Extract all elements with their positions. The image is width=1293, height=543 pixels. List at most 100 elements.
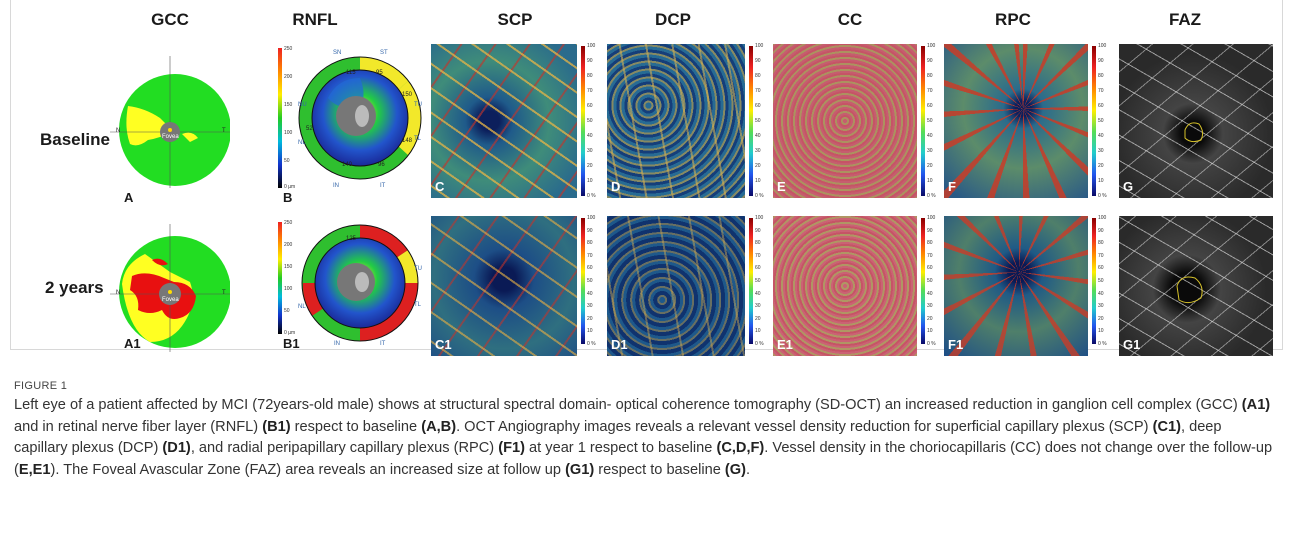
rnfl-scale-bar-baseline (278, 48, 282, 188)
octa-scale-tick: 40 (755, 290, 761, 297)
octa-scale-tick: 30 (755, 148, 761, 154)
octa-scale-tick: 70 (927, 252, 933, 259)
octa-scale-tick: 90 (1098, 227, 1104, 234)
octa-scale-tick: 10 (1098, 328, 1104, 335)
octa-scale-tick: 80 (927, 240, 933, 247)
rnfl-scale-ticks-2-years: 250 200 150 100 50 0 µm (284, 220, 300, 336)
octa-scale-tick: 90 (587, 58, 593, 64)
figure-label: FIGURE 1 (14, 380, 68, 392)
octa-scale-tick: 30 (587, 148, 593, 154)
rnfl-value: 125 (346, 236, 357, 242)
octa-scale-tick: 40 (755, 133, 761, 139)
octa-scale-tick: 80 (755, 240, 761, 247)
rnfl-value: 140 (342, 162, 353, 168)
caption-segment: and in retinal nerve fiber layer (RNFL) (14, 418, 263, 435)
column-title-cc: CC (837, 10, 863, 29)
octa-scale-tick: 90 (755, 227, 761, 234)
rnfl-tick: 150 (284, 102, 293, 108)
rnfl-tick: 100 (284, 130, 293, 136)
octa-scale-tick: 100 (755, 43, 764, 49)
panel-letter-c: C (435, 179, 445, 194)
cc-scale-bar (921, 46, 925, 196)
caption-segment: . OCT Angiography images reveals a relev… (456, 418, 1153, 435)
octa-scale-tick: 30 (587, 303, 593, 310)
panel-letter-d: D (611, 179, 621, 194)
octa-scale-tick: 80 (587, 73, 593, 79)
octa-scale-tick: 60 (755, 103, 761, 109)
octa-scale-tick: 10 (927, 328, 933, 335)
rnfl-value: 148 (402, 138, 413, 144)
rpc-scale-bar (1092, 46, 1096, 196)
rnfl-scale-bar-2-years (278, 222, 282, 334)
octa-scale-tick: 50 (587, 118, 593, 124)
octa-scale-tick: 10 (1098, 178, 1104, 184)
scp-scale-bar (581, 46, 585, 196)
cc-octa-baseline: E (773, 44, 917, 198)
caption-segment: at year 1 respect to baseline (525, 440, 717, 456)
rnfl-tick: 0 µm (284, 330, 296, 336)
column-title-rnfl: RNFL (292, 10, 338, 29)
octa-scale-tick: 10 (587, 328, 593, 335)
rnfl-sector-in: IN (333, 183, 339, 188)
octa-scale-tick: 80 (927, 73, 933, 79)
octa-scale-tick: 40 (1098, 133, 1104, 139)
rnfl-tick: 50 (284, 308, 290, 314)
gcc-map-2-years: N T Fovea (110, 224, 230, 352)
panel-letter-e1: E1 (777, 337, 793, 352)
gcc-n-label-b: N (116, 290, 120, 296)
octa-scale-tick: 100 (587, 215, 596, 221)
octa-scale-tick: 70 (1098, 252, 1104, 259)
rnfl-sector-tl: TL (414, 302, 422, 308)
gcc-t-label: T (222, 128, 226, 134)
octa-scale-tick: 50 (755, 118, 761, 124)
dcp-scale-bar-b (749, 218, 753, 344)
rpc-scale-bar-b (1092, 218, 1096, 344)
caption-segment: (B1) (262, 418, 291, 435)
rnfl-tick: 150 (284, 264, 293, 270)
octa-scale-tick: 10 (755, 328, 761, 335)
octa-scale-tick: 100 (587, 43, 596, 49)
gcc-t-label-b: T (222, 290, 226, 296)
octa-scale-tick: 90 (755, 58, 761, 64)
row-label-baseline: Baseline (40, 130, 110, 149)
panel-letter-f1: F1 (948, 337, 964, 352)
octa-scale-tick: 40 (927, 133, 933, 139)
octa-scale-tick: 20 (587, 315, 593, 322)
rnfl-sector-it: IT (380, 183, 386, 188)
octa-scale-tick: 70 (1098, 88, 1104, 94)
octa-scale-tick: 0 % (927, 341, 936, 347)
octa-scale-tick: 100 (1098, 215, 1107, 221)
octa-scale-tick: 80 (755, 73, 761, 79)
octa-scale-tick: 50 (755, 278, 761, 284)
rnfl-sector-tl: TL (414, 136, 422, 142)
octa-scale-tick: 30 (927, 148, 933, 154)
octa-scale-tick: 30 (755, 303, 761, 310)
octa-scale-tick: 70 (587, 88, 593, 94)
caption-segment: respect to baseline (290, 418, 422, 435)
caption-segment: (A1) (1241, 397, 1271, 413)
dcp-scale-bar (749, 46, 753, 196)
caption-segment: (D1) (162, 440, 191, 456)
octa-scale-tick: 90 (1098, 58, 1104, 64)
rnfl-tick: 50 (284, 158, 290, 164)
dcp-octa-2-years: D1 (607, 216, 745, 356)
octa-scale-tick: 0 % (587, 193, 596, 199)
caption-segment: . (745, 461, 751, 478)
column-title-faz: FAZ (1168, 10, 1202, 29)
faz-octa-2-years: G1 (1119, 216, 1273, 356)
octa-scale-tick: 0 % (755, 193, 764, 199)
rnfl-sector-nu: NU (298, 102, 307, 108)
octa-scale-tick: 60 (1098, 103, 1104, 109)
cc-octa-2-years: E1 (773, 216, 917, 356)
octa-scale-tick: 100 (927, 215, 936, 221)
octa-scale-tick: 60 (587, 103, 593, 109)
octa-scale-tick: 80 (1098, 240, 1104, 247)
panel-letter-a1: A1 (124, 336, 141, 351)
panel-letter-a: A (124, 190, 134, 205)
octa-scale-tick: 20 (1098, 163, 1104, 169)
octa-scale-tick: 60 (587, 265, 593, 272)
rnfl-tick: 200 (284, 74, 293, 80)
rnfl-sector-sn: SN (333, 50, 341, 56)
column-title-gcc: GCC (151, 10, 189, 29)
panel-letter-e: E (777, 179, 786, 194)
